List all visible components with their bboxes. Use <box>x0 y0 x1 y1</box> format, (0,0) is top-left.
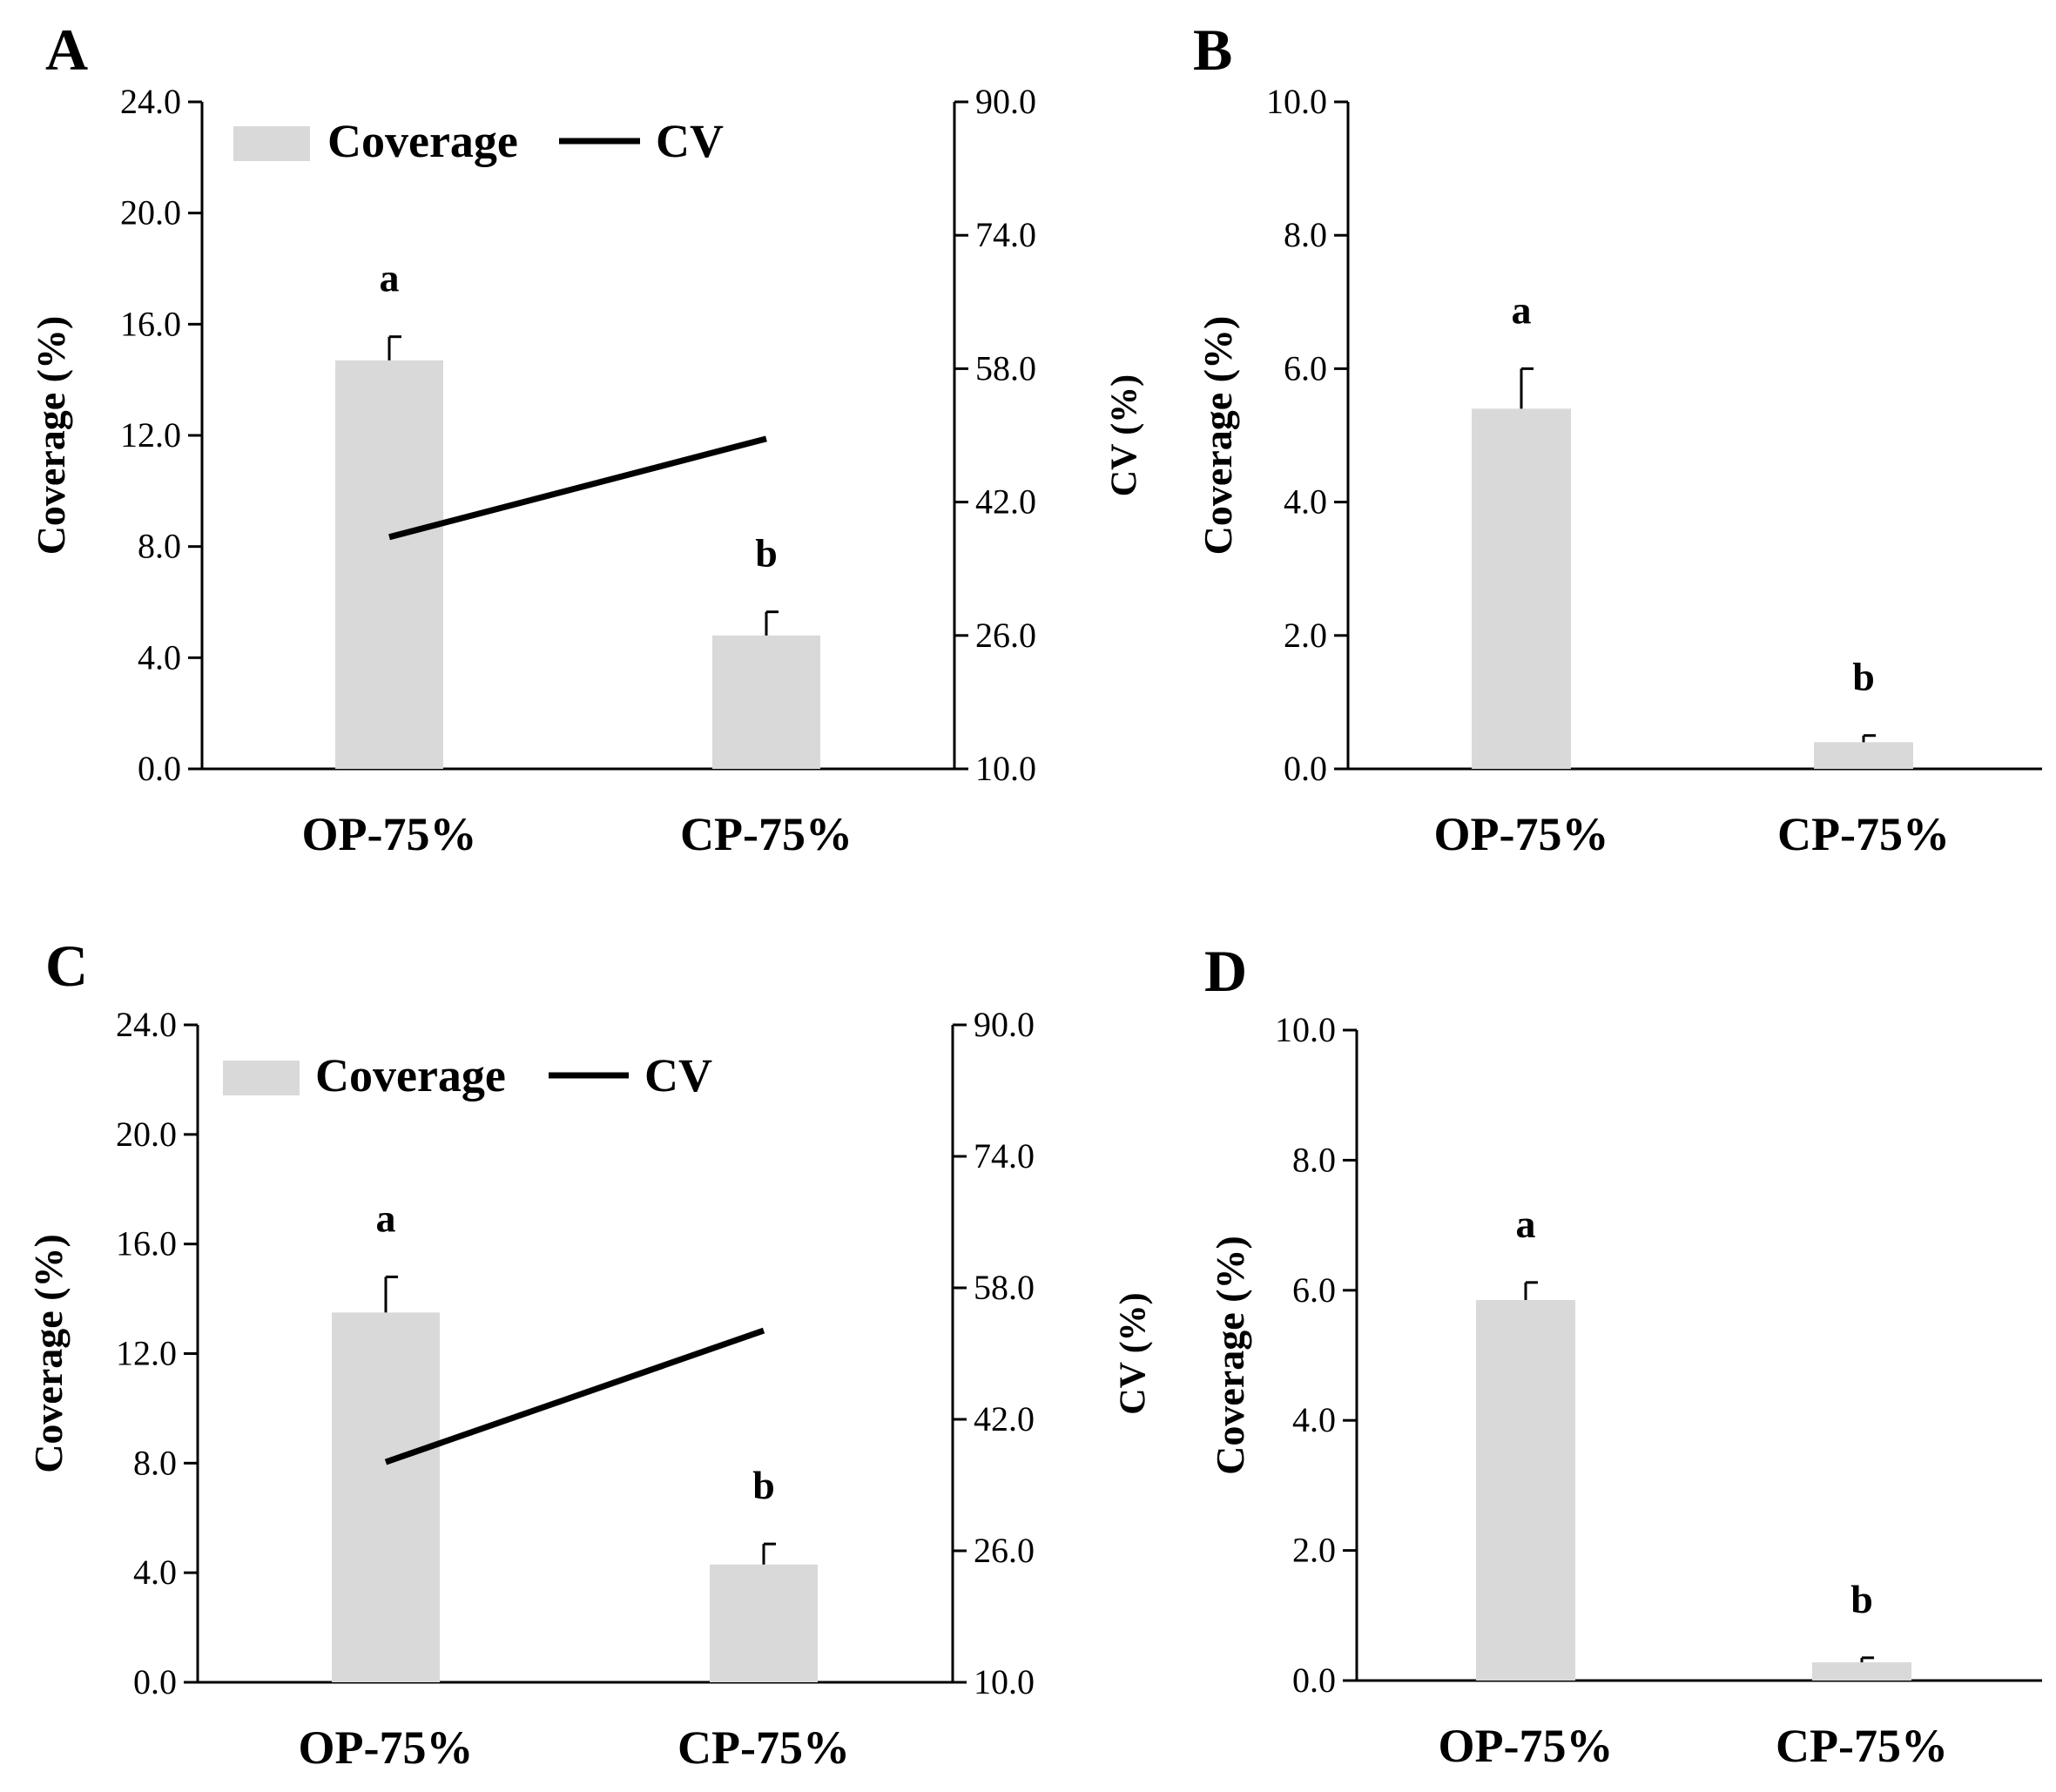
y-tick-label: 8.0 <box>133 1443 177 1482</box>
y-tick-label: 20.0 <box>116 1115 177 1154</box>
bar-coverage <box>332 1312 440 1682</box>
legend-swatch-coverage <box>223 1061 300 1095</box>
bar-coverage <box>1814 742 1913 769</box>
x-category-label: OP-75% <box>302 808 477 860</box>
x-category-label: CP-75% <box>677 1721 850 1774</box>
y2-tick-label: 42.0 <box>975 482 1036 522</box>
y-tick-label: 24.0 <box>120 82 181 121</box>
x-category-label: OP-75% <box>299 1721 474 1774</box>
panel-d: D 0.0 2.0 4.0 6.0 8.0 10.0 Coverage (%) a b OP-75%… <box>1204 938 2042 1772</box>
panel-label: D <box>1204 938 1247 1004</box>
significance-letter: b <box>1852 655 1875 699</box>
y-tick-label: 10.0 <box>1266 82 1327 121</box>
significance-letter: b <box>1850 1577 1873 1621</box>
bar-coverage <box>710 1564 818 1682</box>
y2-tick-label: 90.0 <box>974 1005 1035 1044</box>
panel-label: C <box>45 933 88 999</box>
bar-coverage <box>712 635 820 769</box>
significance-letter: a <box>1512 287 1532 332</box>
y2-tick-label: 90.0 <box>975 82 1036 121</box>
legend-label-coverage: Coverage <box>327 115 518 167</box>
legend-label-coverage: Coverage <box>315 1049 506 1101</box>
significance-letter: a <box>376 1196 396 1240</box>
significance-letter: b <box>755 531 778 576</box>
bar-coverage <box>1476 1300 1575 1681</box>
x-category-label: CP-75% <box>1777 808 1950 860</box>
y-tick-label: 8.0 <box>1292 1140 1336 1179</box>
y-tick-label: 4.0 <box>133 1553 177 1592</box>
y-tick-label: 12.0 <box>116 1334 177 1373</box>
y-tick-label: 0.0 <box>1284 749 1327 788</box>
y-tick-label: 20.0 <box>120 193 181 232</box>
y2-tick-label: 26.0 <box>975 616 1036 655</box>
panel-b: B 0.0 2.0 4.0 6.0 8.0 10.0 Coverage (%) a b OP-75%… <box>1193 17 2042 860</box>
y2-tick-label: 26.0 <box>974 1531 1035 1570</box>
y2-tick-label: 58.0 <box>975 348 1036 387</box>
y-tick-label: 6.0 <box>1292 1270 1336 1310</box>
y2-tick-label: 10.0 <box>975 749 1036 788</box>
y-tick-label: 24.0 <box>116 1005 177 1044</box>
y-axis-title: Coverage (%) <box>1208 1236 1252 1475</box>
y-tick-label: 8.0 <box>138 527 181 566</box>
bar-coverage <box>1812 1662 1911 1681</box>
cv-line <box>388 435 767 541</box>
panel-label: A <box>45 17 88 83</box>
significance-letter: a <box>1516 1202 1536 1246</box>
y2-tick-label: 74.0 <box>974 1136 1035 1176</box>
y2-axis-title: CV (%) <box>1105 374 1145 496</box>
x-category-label: OP-75% <box>1434 808 1609 860</box>
y-tick-label: 0.0 <box>1292 1661 1336 1700</box>
y-tick-label: 16.0 <box>120 304 181 343</box>
y-tick-label: 16.0 <box>116 1224 177 1263</box>
y-tick-label: 10.0 <box>1275 1010 1336 1049</box>
cv-line <box>384 1327 765 1465</box>
bar-coverage <box>335 360 443 769</box>
y-tick-label: 4.0 <box>1284 482 1327 522</box>
legend-label-cv: CV <box>656 115 724 167</box>
x-category-label: CP-75% <box>1776 1720 1948 1772</box>
y-axis-title: Coverage (%) <box>26 1234 71 1473</box>
x-category-label: OP-75% <box>1439 1720 1614 1772</box>
x-category-label: CP-75% <box>680 808 853 860</box>
y-tick-label: 0.0 <box>138 749 181 788</box>
y-axis-title: Coverage (%) <box>1196 316 1240 556</box>
panel-label: B <box>1193 17 1232 83</box>
y-tick-label: 6.0 <box>1284 348 1327 387</box>
y2-tick-label: 10.0 <box>974 1662 1035 1701</box>
panel-c: C 0.0 4.0 8.0 12.0 16.0 20.0 24.0 Coverage (%) 10… <box>26 933 1154 1774</box>
y-tick-label: 8.0 <box>1284 215 1327 254</box>
significance-letter: a <box>380 256 400 300</box>
bar-coverage <box>1472 408 1571 769</box>
y-axis-title: Coverage (%) <box>29 316 73 556</box>
significance-letter: b <box>752 1463 775 1507</box>
y2-tick-label: 42.0 <box>974 1399 1035 1438</box>
y-tick-label: 2.0 <box>1292 1531 1336 1570</box>
y2-axis-title: CV (%) <box>1114 1292 1154 1414</box>
y2-tick-label: 58.0 <box>974 1268 1035 1307</box>
y-tick-label: 4.0 <box>138 637 181 677</box>
legend-label-cv: CV <box>644 1049 712 1101</box>
y-tick-label: 4.0 <box>1292 1400 1336 1439</box>
panel-a: A 0.0 4.0 8.0 12.0 16.0 20.0 24.0 Coverage (%) 10… <box>29 17 1145 860</box>
y2-tick-label: 74.0 <box>975 215 1036 254</box>
y-tick-label: 12.0 <box>120 415 181 455</box>
y-tick-label: 0.0 <box>133 1662 177 1701</box>
legend-swatch-coverage <box>233 126 310 161</box>
y-tick-label: 2.0 <box>1284 616 1327 655</box>
